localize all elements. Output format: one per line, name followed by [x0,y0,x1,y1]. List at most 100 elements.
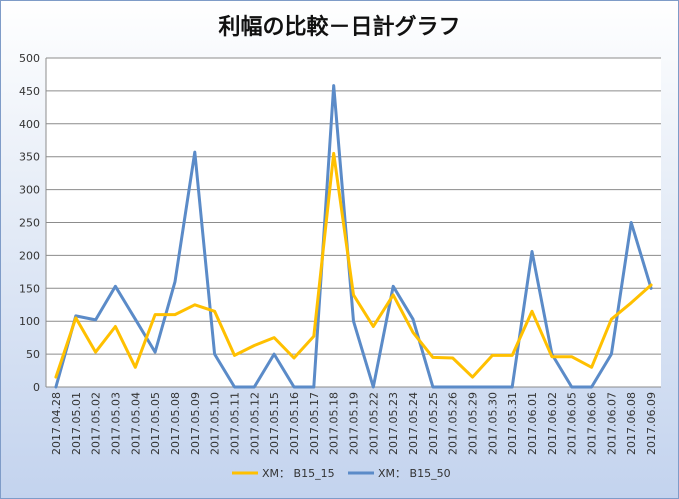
data-point [54,385,58,389]
data-point [54,375,58,379]
x-tick-label: 2017.05.24 [407,392,420,455]
data-point [292,356,296,360]
data-point [332,84,335,87]
y-tick-label: 400 [19,118,40,131]
x-tick-label: 2017.06.08 [625,392,638,455]
x-tick-label: 2017.05.19 [348,392,361,455]
data-point [431,356,435,359]
data-point [590,366,593,369]
x-tick-label: 2017.05.17 [308,392,321,455]
x-tick-label: 2017.05.18 [328,392,341,455]
data-point [114,285,117,288]
data-point [74,316,77,320]
data-point [491,354,494,357]
data-point [491,385,494,389]
data-point [193,303,196,306]
data-point [193,150,196,154]
data-point [610,318,613,321]
y-tick-label: 50 [26,348,40,361]
data-point [372,385,375,389]
x-tick-label: 2017.05.22 [367,392,380,455]
data-point [332,152,335,155]
data-point [134,318,137,321]
data-point [451,385,454,389]
data-point [272,352,276,356]
data-point [233,385,236,389]
legend-label: XM： B15_15 [262,467,335,480]
y-tick-label: 350 [19,151,40,164]
x-tick-label: 2017.05.15 [268,392,281,455]
data-point [253,385,256,389]
y-tick-label: 450 [19,85,40,98]
y-tick-label: 500 [19,52,40,65]
data-point [233,354,236,357]
x-tick-label: 2017.05.31 [506,392,519,455]
data-point [352,320,355,323]
data-point [530,310,534,313]
x-tick-label: 2017.05.12 [248,392,261,455]
data-point [411,318,415,321]
x-tick-label: 2017.05.23 [387,392,400,455]
data-point [649,287,653,290]
data-point [213,352,216,356]
data-point [471,385,474,389]
data-point [153,350,157,354]
x-tick-label: 2017.06.02 [546,392,559,455]
data-point [213,310,216,313]
y-tick-label: 300 [19,184,40,197]
data-point [630,221,633,224]
data-point [570,355,573,358]
x-tick-label: 2017.04.28 [50,392,63,455]
x-tick-label: 2017.05.05 [149,392,162,455]
data-point [530,250,534,253]
data-point [649,283,653,287]
data-point [630,301,633,304]
data-point [471,375,474,379]
x-tick-label: 2017.06.07 [605,392,618,455]
x-tick-label: 2017.06.09 [645,392,658,455]
data-point [431,385,435,389]
data-point [550,355,554,358]
data-point [511,354,514,357]
data-point [511,385,514,389]
data-point [114,325,117,328]
data-point [292,385,296,389]
data-point [570,385,573,389]
data-point [173,280,177,283]
y-tick-label: 250 [19,217,40,230]
data-point [94,350,97,354]
x-tick-label: 2017.05.16 [288,392,301,455]
data-point [372,325,375,328]
data-point [391,285,395,288]
legend-label: XM： B15_50 [378,467,451,480]
x-tick-label: 2017.05.02 [90,392,103,455]
data-point [312,335,316,338]
x-tick-label: 2017.05.30 [486,392,499,455]
data-point [312,385,316,389]
x-tick-label: 2017.05.01 [70,392,83,455]
y-tick-label: 150 [19,282,40,295]
x-tick-label: 2017.05.10 [209,392,222,455]
x-tick-label: 2017.06.06 [586,392,599,455]
y-tick-label: 100 [19,315,40,328]
x-tick-label: 2017.06.01 [526,392,539,455]
chart-title: 利幅の比較－日計グラフ [218,15,461,40]
data-point [411,331,415,334]
x-tick-label: 2017.05.08 [169,392,182,455]
x-tick-label: 2017.05.11 [228,392,241,455]
x-tick-label: 2017.05.26 [447,392,460,455]
y-tick-label: 200 [19,249,40,262]
data-point [590,385,593,389]
data-point [451,356,454,360]
data-point [153,313,157,316]
x-tick-label: 2017.05.29 [467,392,480,455]
y-tick-label: 0 [33,381,40,394]
data-point [253,344,256,347]
data-point [94,318,97,322]
data-point [391,293,395,297]
data-point [134,366,137,369]
data-point [272,336,276,339]
x-tick-label: 2017.05.09 [189,392,202,455]
data-point [610,352,613,356]
